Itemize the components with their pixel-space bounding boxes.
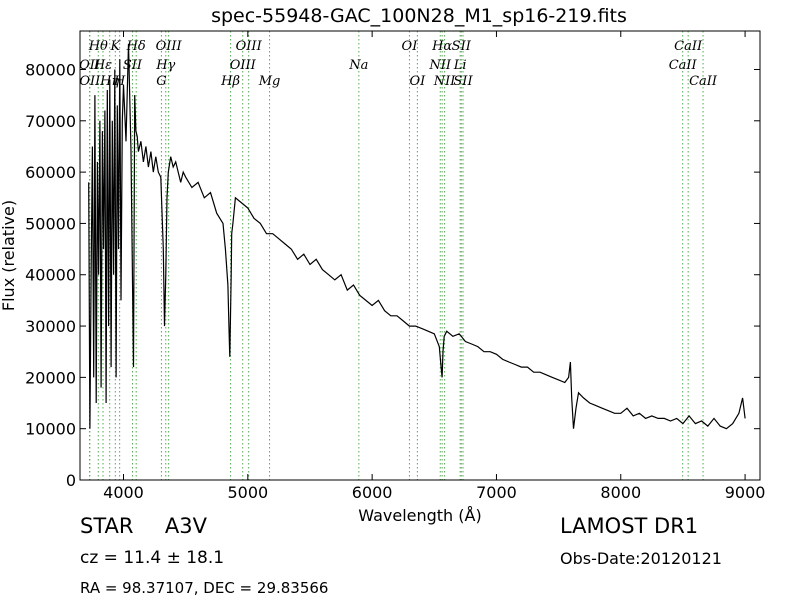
x-axis: 4000 5000 6000 7000 8000 9000: [103, 31, 765, 502]
y-tick-label: 30000: [25, 317, 76, 336]
redshift-text: cz = 11.4 ± 18.1: [80, 548, 224, 568]
plot-frame: [79, 30, 761, 481]
y-tick-label: 0: [66, 471, 76, 490]
spectral-line-label: Hβ: [220, 74, 240, 89]
coordinates-text: RA = 98.37107, DEC = 29.83566: [80, 579, 329, 597]
spectral-line-label: NII: [433, 74, 457, 89]
observation-date: Obs-Date:20120121: [560, 549, 722, 568]
spectral-line-label: CaII: [669, 58, 698, 73]
spectral-line-label: Hγ: [155, 58, 175, 73]
x-tick-label: 4000: [103, 483, 144, 502]
x-tick-label: 9000: [725, 483, 766, 502]
y-tick-label: 80000: [25, 60, 76, 79]
x-tick-label: 5000: [227, 483, 268, 502]
spectral-line-label: OIII: [156, 39, 183, 54]
x-tick-label: 7000: [476, 483, 517, 502]
spectral-line-label: OI: [409, 74, 426, 89]
y-tick-label: 70000: [25, 112, 76, 131]
x-axis-label: Wavelength (Å): [358, 506, 481, 525]
survey-name: LAMOST DR1: [560, 514, 699, 538]
spectrum-series-line: [88, 43, 746, 430]
spectral-line-label: SII: [453, 74, 473, 89]
y-tick-label: 40000: [25, 266, 76, 285]
y-tick-label: 60000: [25, 163, 76, 182]
spectral-line-label: CaII: [674, 39, 703, 54]
spectral-line-label: Na: [348, 58, 368, 73]
y-tick-label: 10000: [25, 420, 76, 439]
spectral-line-label: Hδ: [126, 39, 146, 54]
object-class-text: STAR A3V: [80, 514, 207, 538]
spectral-line-markers: [89, 31, 704, 480]
spectral-line-label: OI: [402, 39, 419, 54]
spectral-line-label: NII: [428, 58, 452, 73]
spectral-line-label: CaII: [689, 74, 718, 89]
spectral-line-label: K: [109, 39, 121, 54]
object-subclass: A3V: [164, 514, 207, 538]
spectral-line-label: Li: [453, 58, 467, 73]
y-axis-label: Flux (relative): [0, 200, 18, 311]
cz-error: ± 18.1: [166, 548, 225, 568]
object-class: STAR: [80, 514, 134, 538]
y-tick-label: 50000: [25, 214, 76, 233]
spectral-line-label: G: [156, 74, 166, 89]
cz-value: cz = 11.4: [80, 548, 162, 568]
spectral-line-label: SII: [452, 39, 472, 54]
spectral-line-label: Hα: [431, 39, 452, 54]
x-tick-label: 6000: [352, 483, 393, 502]
chart-title: spec-55948-GAC_100N28_M1_sp16-219.fits: [211, 5, 627, 27]
spectral-line-label: OIII: [236, 39, 263, 54]
spectral-line-label: OII: [79, 74, 101, 89]
spectral-line-label: SII: [123, 58, 143, 73]
y-axis: 0 10000 20000 30000 40000 50000 60000 70000 8000…: [25, 60, 760, 490]
spectral-line-label: Hε: [93, 58, 112, 73]
spectral-line-label: OIII: [230, 58, 257, 73]
y-tick-label: 20000: [25, 368, 76, 387]
spectral-line-label: Mg: [258, 74, 281, 89]
x-tick-label: 8000: [600, 483, 641, 502]
spectral-line-label: Hθ: [88, 39, 108, 54]
